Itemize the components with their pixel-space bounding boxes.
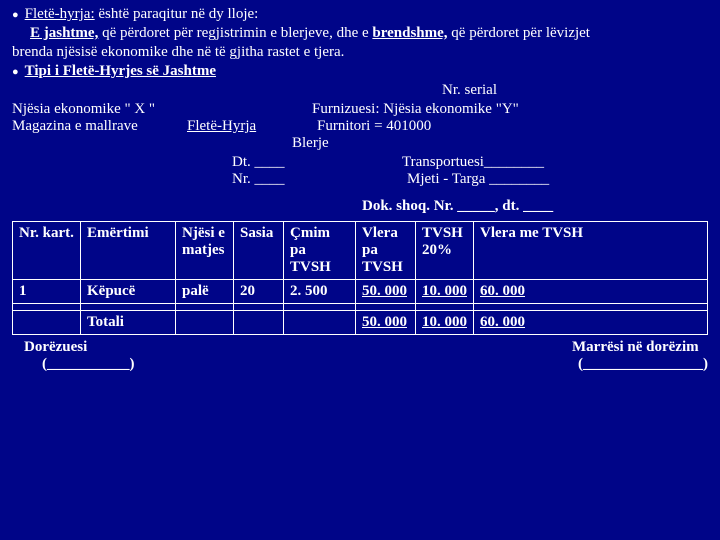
dok-line: Dok. shoq. Nr. _____, dt. ____ xyxy=(12,198,708,215)
intro-line4: Tipi i Fletë-Hyrjes së Jashtme xyxy=(12,63,708,80)
nr-row: Nr. ____ Mjeti - Targa ________ xyxy=(12,171,708,188)
table-row xyxy=(13,304,708,311)
intro-line3: brenda njësisë ekonomike dhe në të gjith… xyxy=(12,44,708,61)
blerje-line: Blerje xyxy=(12,135,708,152)
data-table: Nr. kart. Emërtimi Njësi e matjes Sasia … xyxy=(12,221,708,335)
intro-line2: E jashtme, që përdoret për regjistrimin … xyxy=(12,25,708,42)
header-row1: Njësia ekonomike " X " Furnizuesi: Njësi… xyxy=(12,101,708,118)
intro-line1: Fletë-hyrja: është paraqitur në dy lloje… xyxy=(12,6,708,23)
table-row-total: Totali 50. 000 10. 000 60. 000 xyxy=(13,311,708,335)
header-row2: Magazina e mallrave Fletë-Hyrja Furnitor… xyxy=(12,118,708,135)
footer: Dorëzuesi (___________) Marrësi në dorëz… xyxy=(12,339,708,373)
dt-row: Dt. ____ Transportuesi________ xyxy=(12,154,708,171)
serial-line: Nr. serial xyxy=(12,82,708,99)
table-header-row: Nr. kart. Emërtimi Njësi e matjes Sasia … xyxy=(13,222,708,280)
table-row: 1 Këpucë palë 20 2. 500 50. 000 10. 000 … xyxy=(13,280,708,304)
